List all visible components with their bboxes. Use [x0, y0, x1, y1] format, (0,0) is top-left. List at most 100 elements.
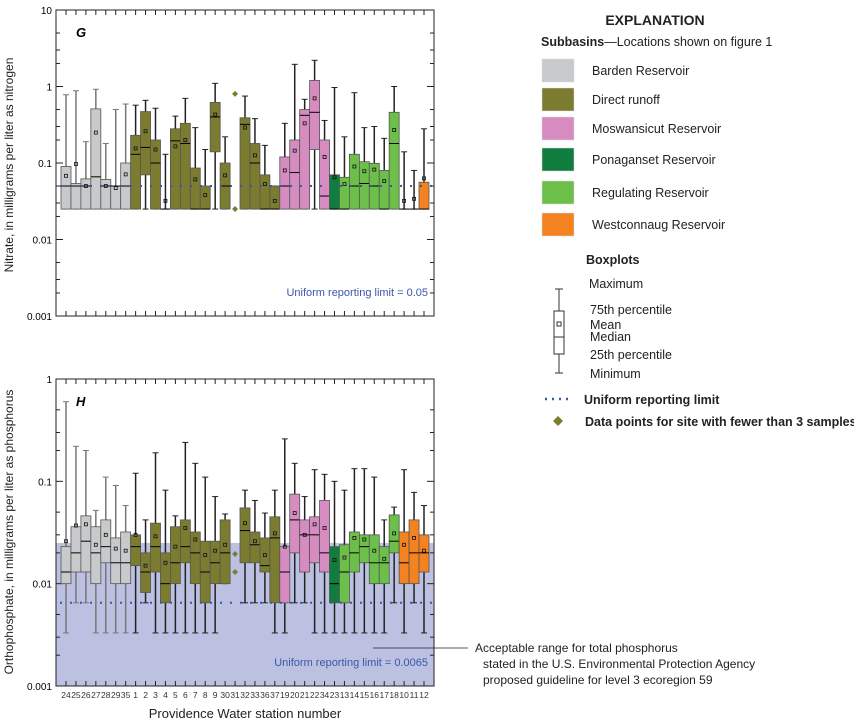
mean-marker [262, 182, 267, 186]
mean-marker [253, 539, 257, 544]
mean-marker [392, 531, 397, 536]
box [299, 109, 311, 210]
y-tick-label: 0.001 [27, 682, 52, 693]
x-tick-label: 9 [213, 690, 218, 700]
x-tick-label: 29 [111, 690, 121, 700]
legend-item-label: Direct runoff [592, 93, 660, 107]
boxplot-station-35 [120, 103, 132, 210]
x-tick-label: 34 [320, 690, 330, 700]
box [358, 534, 370, 564]
legend-item-label: Barden Reservoir [592, 64, 689, 78]
legend-box [553, 310, 565, 355]
box [378, 546, 390, 585]
boxplot-station-20 [289, 63, 301, 210]
mean-marker [312, 96, 317, 101]
legend-swatch [541, 116, 575, 141]
legend-maximum: Maximum [589, 277, 643, 291]
legend: EXPLANATION Subbasins—Locations shown on… [541, 12, 854, 429]
boxplot-station-1 [130, 472, 142, 634]
x-tick-label: 16 [370, 690, 380, 700]
box [100, 519, 112, 564]
mean-marker [372, 548, 377, 553]
mean-marker [262, 553, 267, 558]
mean-marker [292, 511, 297, 515]
x-tick-label: 33 [250, 690, 260, 700]
x-tick-label: 22 [310, 690, 320, 700]
boxplot-station-36 [259, 512, 271, 604]
mean-marker [83, 184, 88, 188]
y-tick-label: 0.001 [27, 312, 52, 323]
mean-marker [163, 560, 168, 565]
legend-swatch [541, 147, 575, 172]
boxplot-station-19 [279, 438, 291, 634]
mean-marker [64, 539, 68, 544]
legend-mean: Mean [590, 318, 621, 332]
data-point-diamond [232, 90, 239, 97]
mean-marker [163, 198, 168, 203]
mean-marker [352, 536, 357, 540]
mean-marker [123, 172, 128, 177]
box [339, 176, 350, 210]
boxplot-station-30 [219, 513, 231, 585]
box [329, 546, 340, 604]
box [110, 537, 122, 585]
boxplot-station-27 [90, 509, 102, 634]
box [189, 531, 201, 585]
box [319, 500, 330, 573]
boxplot-station-12 [418, 128, 430, 210]
x-tick-label: 24 [61, 690, 71, 700]
mean-marker [342, 182, 347, 186]
x-tick-label: 12 [419, 690, 429, 700]
y-tick-label: 0.1 [38, 477, 52, 488]
mean-marker [362, 537, 367, 542]
mean-marker [213, 112, 218, 117]
annotation-line-3: proposed guideline for level 3 ecoregion… [483, 673, 713, 687]
mean-marker [203, 553, 208, 558]
box [249, 531, 261, 564]
box [140, 111, 151, 176]
boxplot-station-17 [378, 519, 390, 634]
mean-marker [103, 184, 108, 188]
mean-marker [253, 153, 257, 158]
mean-marker [173, 144, 178, 149]
x-tick-label: 15 [360, 690, 370, 700]
box [418, 534, 430, 573]
legend-box-mean [556, 321, 562, 327]
mean-marker [113, 546, 118, 551]
mean-marker [282, 168, 287, 173]
boxplot-station-27 [90, 88, 102, 210]
x-tick-label: 19 [280, 690, 290, 700]
mean-marker [282, 544, 287, 549]
legend-minimum: Minimum [590, 367, 641, 381]
boxplot-station-28 [100, 142, 112, 210]
legend-q1: 25th percentile [590, 348, 672, 362]
y-tick-label: 0.1 [38, 159, 52, 170]
mean-marker [382, 556, 387, 561]
box [309, 516, 321, 564]
boxplot-station-26 [80, 141, 92, 210]
x-tick-label: 11 [410, 690, 419, 700]
x-tick-label: 28 [101, 690, 111, 700]
box [289, 493, 301, 554]
mean-marker [312, 522, 317, 527]
boxplot-station-34 [319, 473, 330, 634]
box [348, 531, 360, 573]
mean-marker [153, 147, 158, 152]
y-tick-label: 0.01 [33, 580, 53, 591]
mean-marker [322, 155, 327, 159]
box [329, 174, 340, 210]
boxplot-station-10 [398, 469, 410, 634]
mean-marker [173, 544, 178, 549]
box [279, 546, 291, 604]
mean-marker [93, 542, 98, 547]
boxplot-station-6 [179, 97, 191, 210]
box [150, 139, 161, 210]
boxplot-station-30 [219, 136, 231, 210]
box [130, 134, 142, 210]
mean-marker [302, 532, 307, 537]
box [239, 507, 251, 564]
mean-marker [123, 548, 128, 553]
boxplot-station-18 [388, 86, 400, 210]
mean-marker [223, 173, 228, 178]
